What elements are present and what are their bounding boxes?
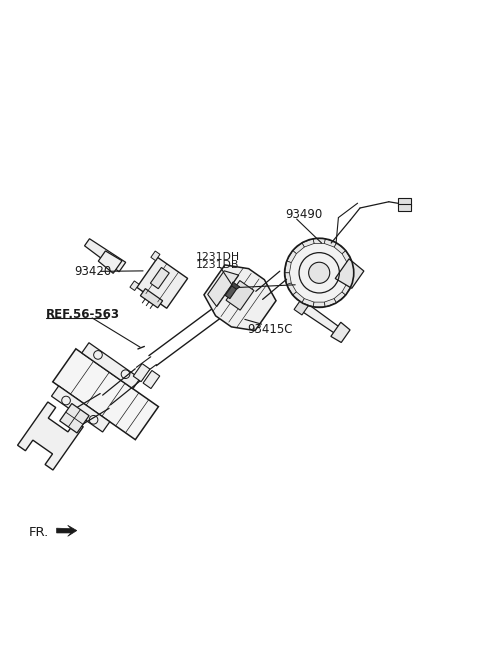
Circle shape: [309, 262, 330, 283]
Polygon shape: [398, 203, 411, 211]
Text: 93415C: 93415C: [247, 323, 293, 336]
Polygon shape: [140, 289, 163, 308]
Polygon shape: [302, 298, 314, 307]
Polygon shape: [300, 302, 342, 335]
Polygon shape: [293, 292, 304, 302]
Polygon shape: [285, 273, 291, 285]
Polygon shape: [334, 243, 346, 254]
Polygon shape: [57, 525, 77, 537]
Text: 1231DH: 1231DH: [196, 252, 240, 262]
Polygon shape: [294, 297, 311, 315]
Polygon shape: [143, 371, 160, 388]
Text: 93420: 93420: [74, 265, 112, 278]
Polygon shape: [302, 239, 314, 247]
Polygon shape: [287, 283, 297, 295]
Polygon shape: [204, 265, 276, 331]
Polygon shape: [324, 298, 336, 307]
Polygon shape: [150, 268, 169, 289]
Polygon shape: [347, 261, 354, 273]
Polygon shape: [347, 273, 354, 285]
Polygon shape: [82, 342, 140, 389]
Polygon shape: [285, 261, 291, 273]
Polygon shape: [225, 284, 238, 298]
Polygon shape: [130, 281, 139, 291]
Polygon shape: [151, 251, 160, 260]
Polygon shape: [208, 271, 239, 306]
Polygon shape: [342, 251, 352, 262]
Polygon shape: [398, 198, 411, 205]
Polygon shape: [331, 322, 350, 342]
Text: REF.56-563: REF.56-563: [46, 308, 120, 321]
Polygon shape: [84, 239, 126, 272]
Polygon shape: [137, 257, 188, 308]
Polygon shape: [287, 251, 297, 262]
Polygon shape: [342, 283, 352, 295]
Polygon shape: [335, 259, 364, 289]
Polygon shape: [60, 403, 89, 433]
Polygon shape: [226, 281, 254, 310]
Polygon shape: [293, 243, 304, 254]
Polygon shape: [324, 239, 336, 247]
Polygon shape: [98, 251, 122, 274]
Polygon shape: [232, 282, 240, 289]
Polygon shape: [313, 302, 325, 307]
Text: 93490: 93490: [286, 208, 323, 220]
Polygon shape: [313, 239, 325, 243]
Polygon shape: [53, 349, 158, 440]
Circle shape: [285, 238, 354, 308]
Polygon shape: [133, 363, 150, 382]
Text: 1231DB: 1231DB: [196, 260, 239, 270]
Polygon shape: [51, 386, 110, 432]
Polygon shape: [18, 402, 83, 470]
Polygon shape: [334, 292, 346, 302]
Text: FR.: FR.: [29, 525, 49, 539]
